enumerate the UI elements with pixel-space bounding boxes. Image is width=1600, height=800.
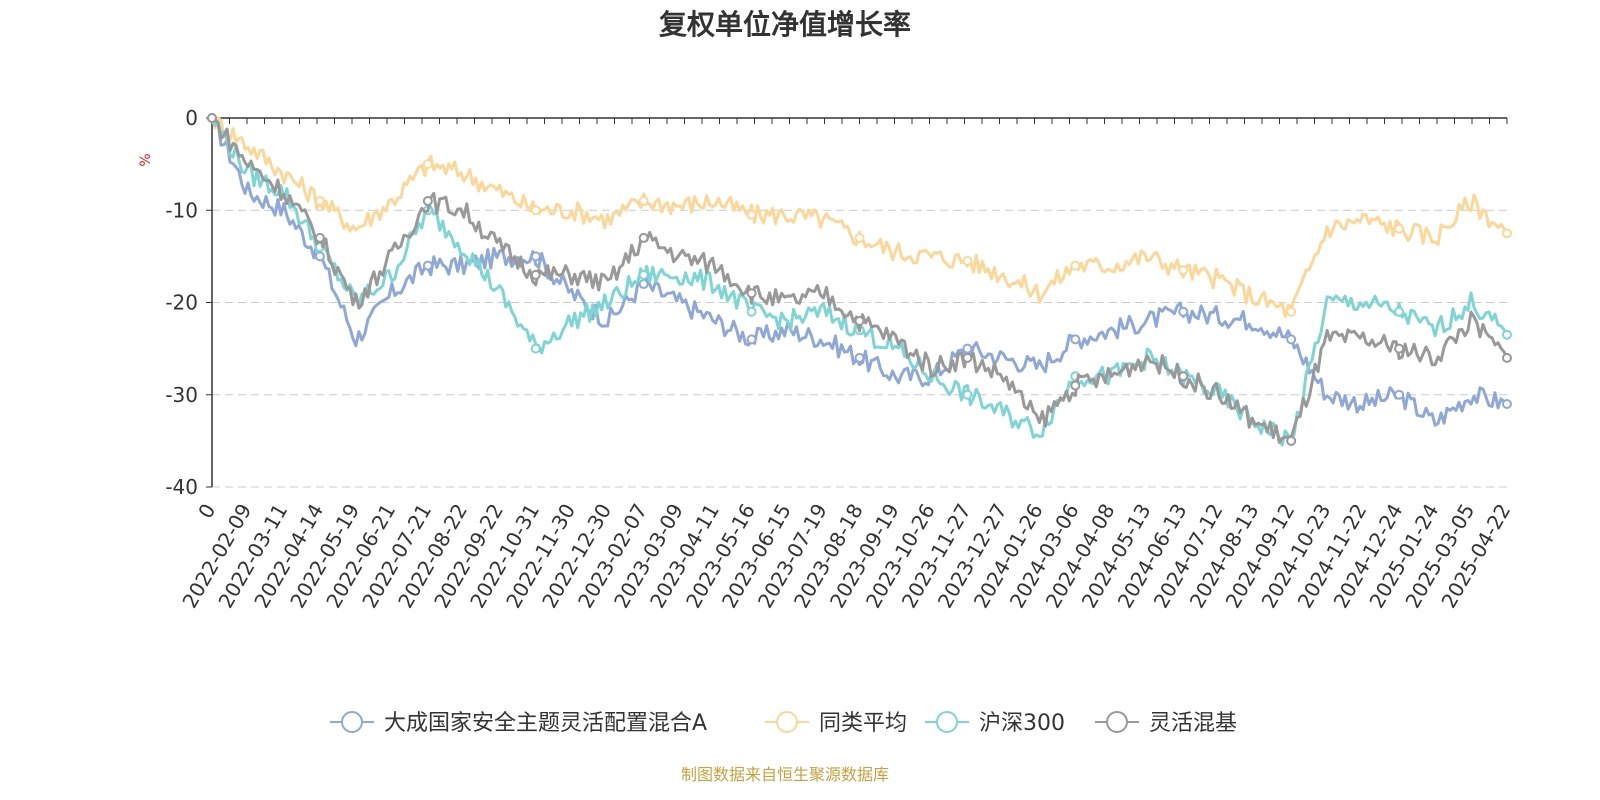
- data-point: [746, 334, 757, 345]
- data-point: [854, 315, 865, 326]
- data-point: [638, 232, 649, 243]
- legend-item[interactable]: 沪深300: [925, 711, 1065, 736]
- data-point: [1502, 398, 1512, 409]
- legend-item[interactable]: 同类平均: [765, 711, 907, 736]
- data-point: [854, 232, 865, 243]
- data-point: [1394, 223, 1405, 234]
- data-point: [962, 352, 973, 363]
- data-point: [422, 159, 433, 170]
- data-point: [962, 255, 973, 266]
- y-axis-unit: %: [138, 153, 154, 166]
- data-point: [530, 269, 541, 280]
- y-axis: 0 -10 -20 -30 -40: [165, 106, 213, 499]
- y-tick-label: -40: [165, 475, 198, 499]
- legend-marker: [936, 711, 958, 733]
- legend-label: 沪深300: [979, 711, 1065, 736]
- y-tick-label: -30: [165, 383, 198, 407]
- data-point: [422, 260, 433, 271]
- data-point: [1286, 334, 1297, 345]
- footer-source: 制图数据来自恒生聚源数据库: [681, 765, 889, 784]
- data-point: [638, 196, 649, 207]
- data-point: [1394, 306, 1405, 317]
- legend-label: 灵活混基: [1149, 711, 1237, 736]
- data-point: [1394, 343, 1405, 354]
- data-point: [1070, 334, 1081, 345]
- x-tick-label: 0: [193, 500, 220, 523]
- data-point: [530, 343, 541, 354]
- data-point: [314, 251, 325, 262]
- data-point: [1178, 265, 1189, 276]
- y-tick-label: 0: [185, 106, 198, 130]
- y-tick-label: -10: [165, 198, 198, 222]
- data-point: [1394, 389, 1405, 400]
- data-point: [746, 209, 757, 220]
- series-group: [207, 113, 1512, 447]
- data-point: [1178, 371, 1189, 382]
- legend-item[interactable]: 灵活混基: [1095, 711, 1237, 736]
- data-point: [314, 232, 325, 243]
- data-point: [962, 343, 973, 354]
- legend-marker: [1106, 711, 1128, 733]
- data-point: [1178, 306, 1189, 317]
- data-point: [1502, 352, 1512, 363]
- legend-item[interactable]: 大成国家安全主题灵活配置混合A: [330, 711, 707, 736]
- data-point: [1286, 306, 1297, 317]
- data-point: [638, 279, 649, 290]
- data-point: [314, 196, 325, 207]
- data-point: [1070, 380, 1081, 391]
- data-point: [422, 196, 433, 207]
- chart-title: 复权单位净值增长率: [659, 8, 911, 41]
- data-point: [207, 113, 217, 123]
- data-point: [962, 389, 973, 400]
- data-point: [530, 205, 541, 216]
- data-point: [746, 306, 757, 317]
- data-point: [1070, 260, 1081, 271]
- legend-label: 同类平均: [819, 711, 907, 736]
- legend-marker: [341, 711, 363, 733]
- data-point: [1286, 435, 1297, 446]
- legend-marker: [776, 711, 798, 733]
- data-point: [854, 352, 865, 363]
- legend[interactable]: 大成国家安全主题灵活配置混合A 同类平均 沪深300 灵活混基: [330, 711, 1237, 736]
- legend-label: 大成国家安全主题灵活配置混合A: [384, 711, 707, 736]
- data-point: [638, 269, 649, 280]
- data-point: [1502, 329, 1512, 340]
- data-point: [530, 251, 541, 262]
- data-point: [746, 288, 757, 299]
- series-line: [210, 116, 1509, 318]
- data-point: [1502, 228, 1512, 239]
- y-tick-label: -20: [165, 291, 198, 315]
